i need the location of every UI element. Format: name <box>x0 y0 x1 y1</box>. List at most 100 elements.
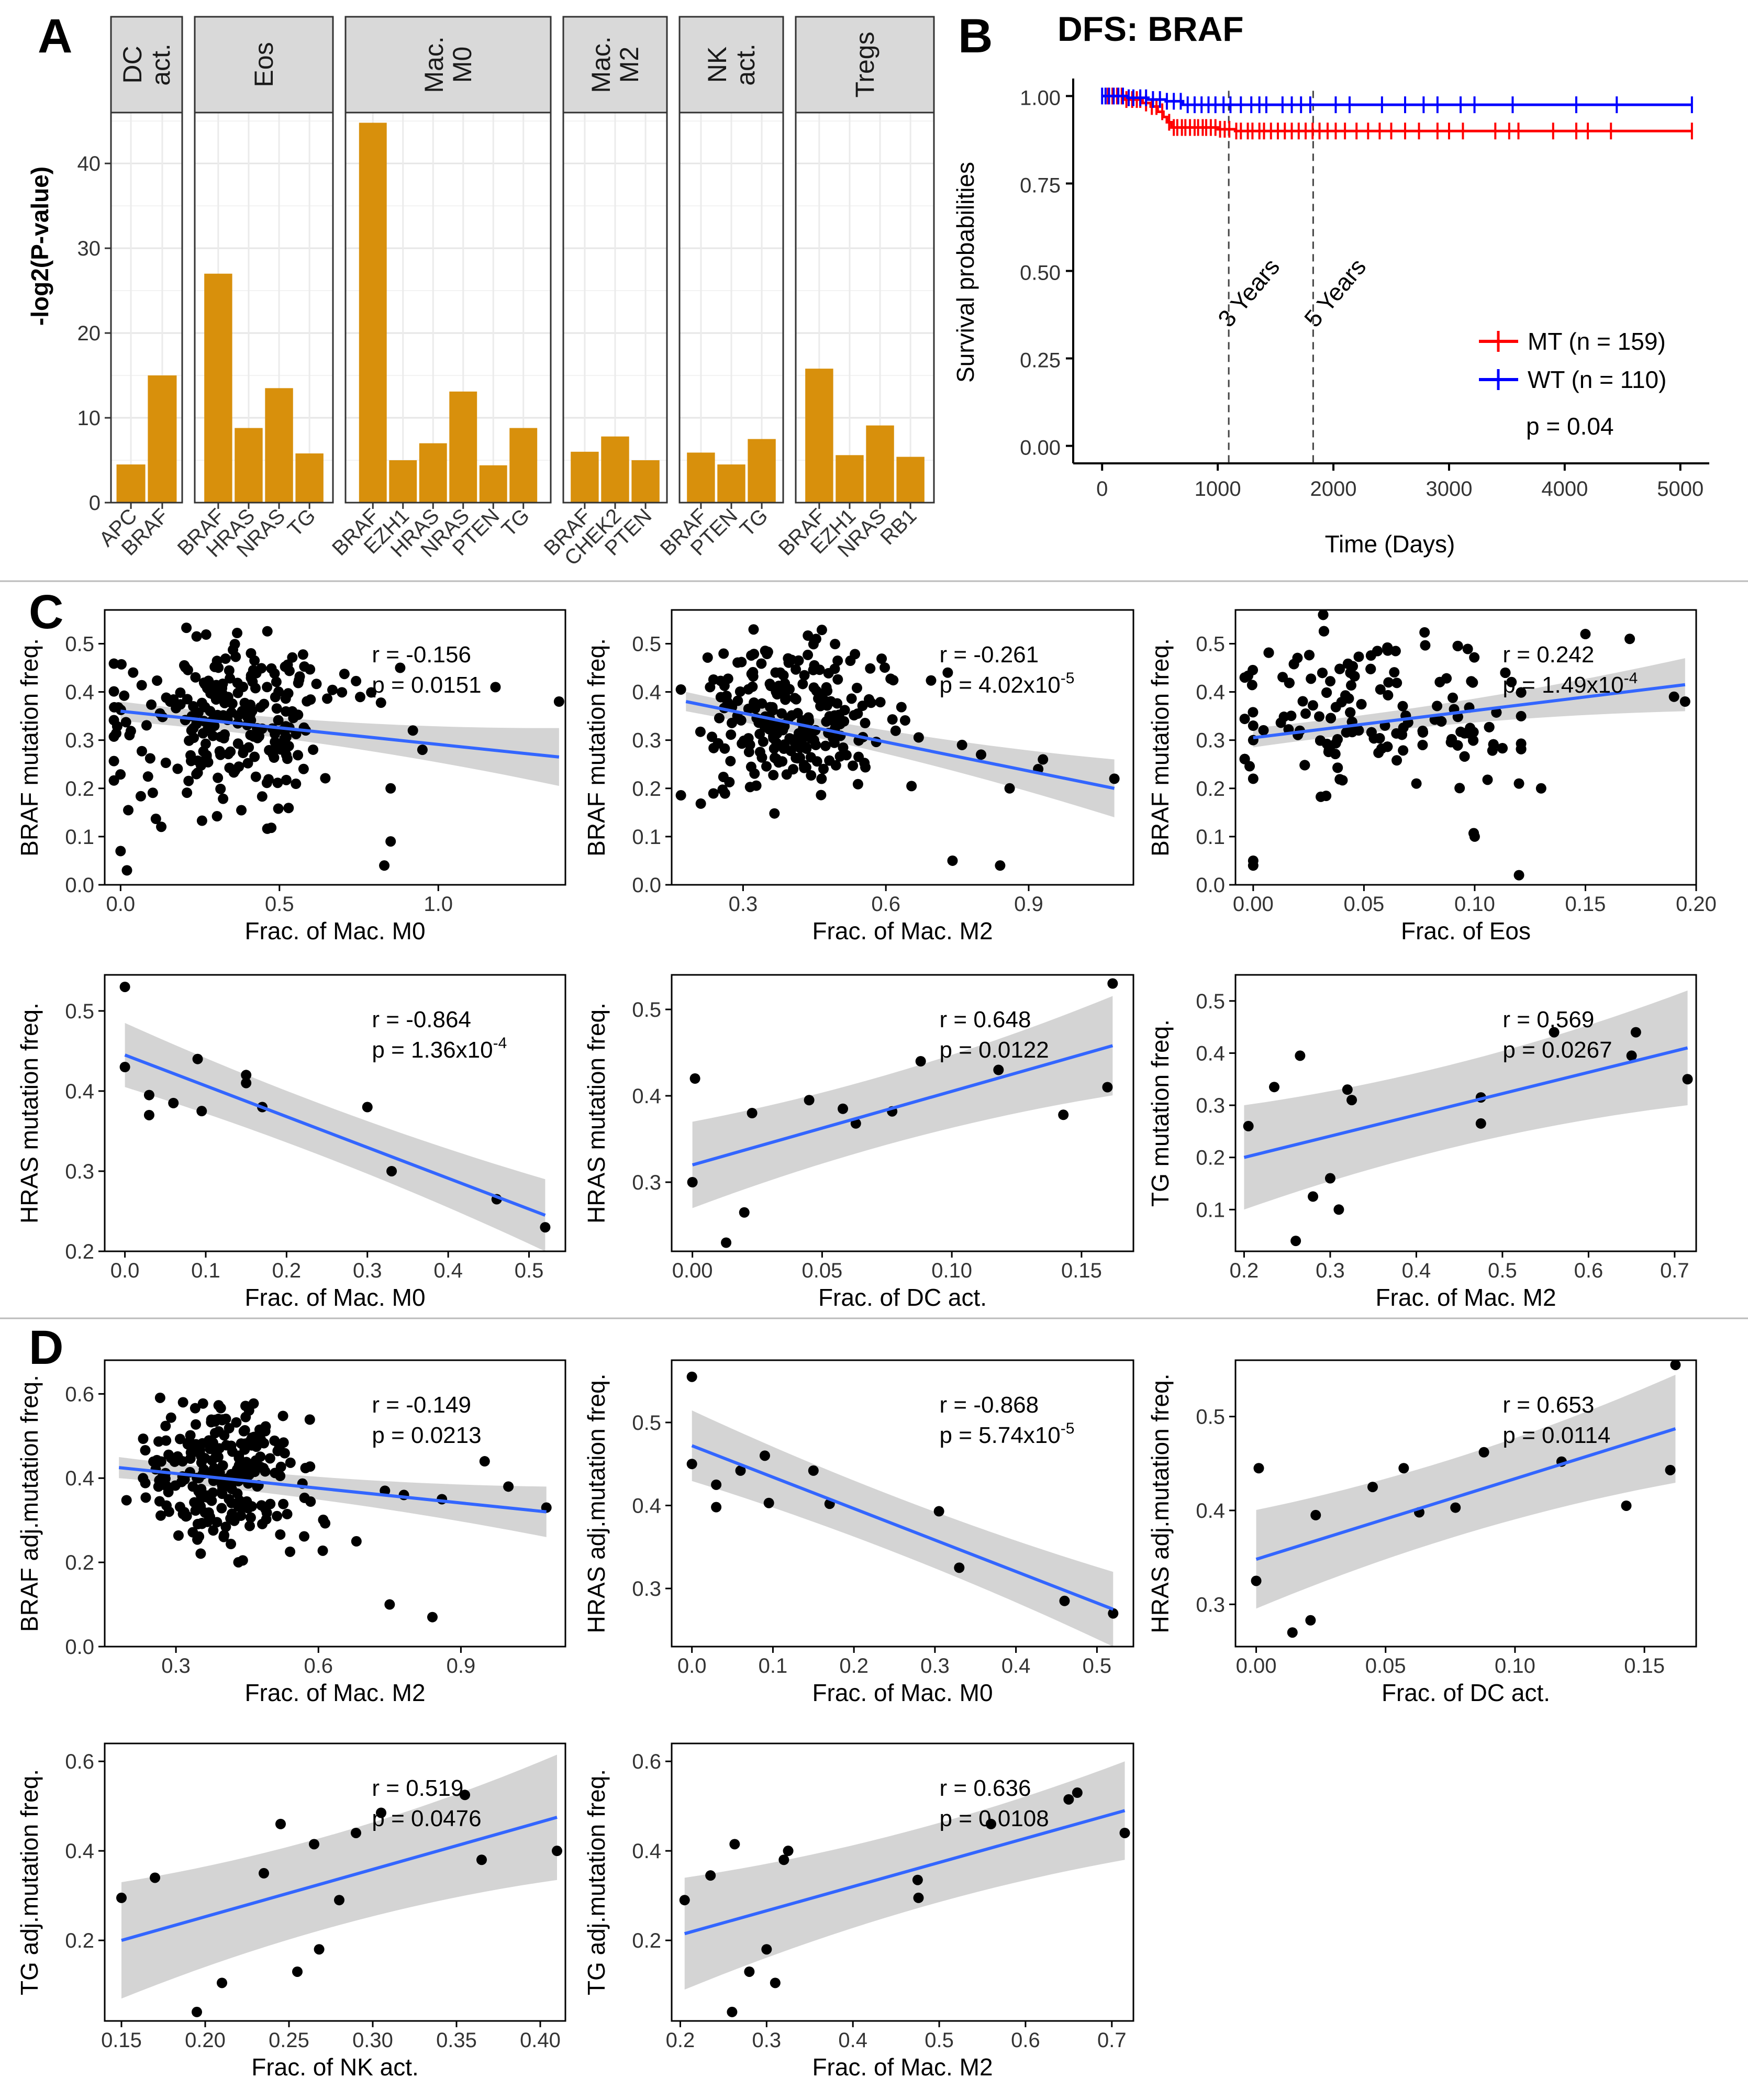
y-axis-title: TG adj.mutation freq. <box>583 1769 610 1995</box>
data-point <box>705 682 716 693</box>
data-point <box>806 770 817 781</box>
regression-line <box>692 1044 1114 1166</box>
data-point <box>737 738 748 749</box>
x-tick-label: 1.0 <box>424 893 453 916</box>
data-point <box>1290 1236 1301 1247</box>
scatter-panel-d5: 0.2 0.3 0.4 0.5 0.6 0.7 0.2 0.4 0.6 Frac. of Mac.… <box>583 1742 1134 2081</box>
data-point <box>261 777 272 788</box>
x-tick-label: 0.30 <box>352 2029 393 2052</box>
data-point <box>156 821 167 832</box>
data-point <box>1310 1509 1321 1520</box>
data-point <box>734 686 745 697</box>
regression-line <box>685 700 1115 790</box>
data-point <box>261 1514 272 1525</box>
data-point <box>257 791 268 802</box>
data-point <box>249 655 260 666</box>
data-point <box>308 744 319 755</box>
data-point <box>275 1818 286 1829</box>
bar-mac-m0-braf <box>359 123 387 503</box>
p-value-annotation: p = 0.0122 <box>940 1037 1049 1063</box>
x-tick-label: 0.05 <box>801 1259 842 1282</box>
data-point <box>1454 783 1465 794</box>
data-point <box>748 671 759 682</box>
y-tick-label: 0.4 <box>632 681 661 704</box>
data-point <box>262 823 273 834</box>
plot-frame <box>671 1359 1134 1648</box>
data-point <box>1334 774 1345 785</box>
data-point <box>1383 677 1394 688</box>
data-point <box>888 675 899 686</box>
data-point <box>163 1486 174 1497</box>
plot-area <box>116 1754 562 2017</box>
data-point <box>245 1512 256 1523</box>
data-point <box>993 1064 1004 1075</box>
facet-strip-label: Eos <box>249 42 279 87</box>
data-point <box>320 773 331 784</box>
p-value-annotation: p = 5.74x10-5 <box>940 1420 1075 1448</box>
x-tick-label: 3000 <box>1426 477 1472 501</box>
data-point <box>852 708 863 719</box>
data-point <box>179 1507 190 1518</box>
regression-line <box>691 1444 1114 1611</box>
x-tick-label: 0.15 <box>1061 1259 1102 1282</box>
data-point <box>264 1453 275 1464</box>
data-point <box>1253 1463 1264 1474</box>
data-point <box>1482 774 1493 785</box>
data-point <box>108 755 119 766</box>
data-point <box>184 735 195 746</box>
y-tick-label: 0.3 <box>1196 729 1225 752</box>
y-tick-label: 0.0 <box>65 1636 94 1659</box>
data-point <box>293 677 304 688</box>
plot-area <box>675 624 1120 871</box>
data-point <box>148 1456 159 1467</box>
data-point <box>173 1530 184 1541</box>
y-tick-label: 0.00 <box>1020 437 1061 460</box>
r-value-annotation: r = -0.156 <box>372 642 471 668</box>
y-tick-label: 0.5 <box>632 632 661 655</box>
x-tick-label: 0.0 <box>677 1654 707 1677</box>
y-tick-label: 0.6 <box>632 1750 661 1773</box>
data-point <box>1248 860 1259 871</box>
data-point <box>1251 1575 1262 1586</box>
plot-frame <box>671 1742 1134 2022</box>
data-point <box>985 1818 996 1829</box>
data-point <box>503 1481 514 1492</box>
data-point <box>224 665 235 676</box>
data-point <box>750 703 761 714</box>
x-axis-title: Frac. of Mac. M2 <box>1375 1284 1556 1311</box>
data-point <box>1063 1794 1074 1805</box>
data-point <box>259 1868 269 1879</box>
y-tick-label: 0.5 <box>1196 1406 1225 1429</box>
facet-strip <box>562 16 668 114</box>
data-point <box>427 1612 438 1623</box>
data-point <box>337 687 348 698</box>
data-point <box>913 1892 924 1903</box>
data-point <box>761 1944 772 1955</box>
data-point <box>252 1481 263 1492</box>
data-point <box>1107 978 1118 989</box>
plot-frame <box>671 609 1134 886</box>
x-tick-label: 0.15 <box>1624 1654 1665 1677</box>
data-point <box>793 655 804 666</box>
bar-mac-m0-ezh1 <box>389 460 417 503</box>
data-point <box>1346 1095 1357 1106</box>
y-tick-label: 0.6 <box>65 1750 94 1773</box>
facet-strip-label: NK <box>703 47 732 83</box>
data-point <box>262 626 273 637</box>
facet-strip-label: act. <box>146 43 175 86</box>
y-tick-label: 0.2 <box>632 777 661 801</box>
data-point <box>729 1839 740 1850</box>
data-point <box>887 714 898 725</box>
data-point <box>808 1465 819 1476</box>
facet-strip-label: Tregs <box>850 32 879 98</box>
data-point <box>749 768 760 779</box>
data-point <box>784 733 795 744</box>
data-point <box>407 725 418 736</box>
x-tick-label: 0.00 <box>672 1259 713 1282</box>
p-value-annotation: p = 0.0267 <box>1502 1037 1612 1063</box>
y-axis-title: HRAS adj.mutation freq. <box>1146 1373 1174 1633</box>
data-point <box>1333 1204 1344 1215</box>
p-value-annotation: p = 0.04 <box>1526 413 1614 440</box>
data-point <box>1119 1827 1130 1838</box>
data-point <box>224 1494 235 1505</box>
